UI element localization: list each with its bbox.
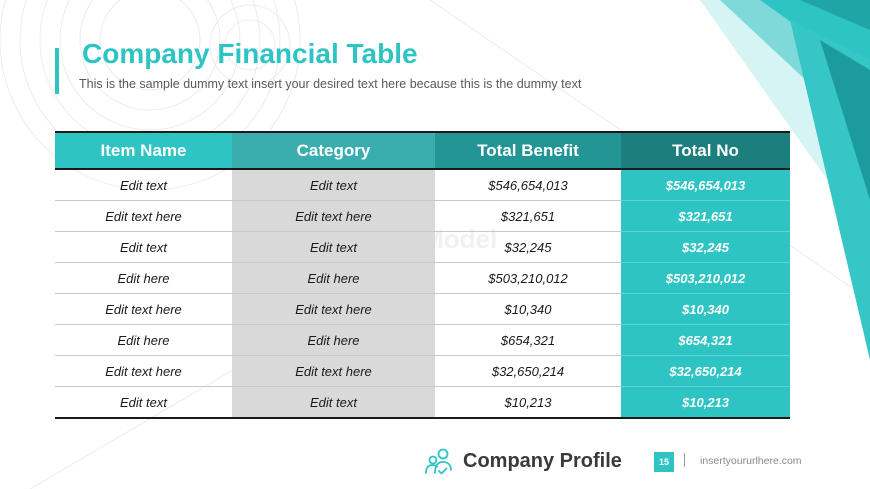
- financial-table: Item Name Category Total Benefit Total N…: [55, 131, 790, 419]
- cell-total-no: $503,210,012: [621, 262, 790, 294]
- cell-category: Edit here: [232, 324, 435, 356]
- cell-item-name: Edit text: [55, 169, 232, 201]
- table-row: Edit text here Edit text here $10,340 $1…: [55, 293, 790, 325]
- header-total-no: Total No: [621, 131, 790, 170]
- cell-total-benefit: $10,213: [435, 386, 621, 419]
- footer-brand: Company Profile: [463, 450, 622, 472]
- cell-category: Edit text: [232, 169, 435, 201]
- table-row: Edit text Edit text $10,213 $10,213: [55, 386, 790, 419]
- cell-total-benefit: $10,340: [435, 293, 621, 325]
- cell-total-benefit: $546,654,013: [435, 169, 621, 201]
- table-header-row: Item Name Category Total Benefit Total N…: [55, 131, 790, 170]
- footer-separator: [684, 453, 685, 467]
- cell-category: Edit text here: [232, 355, 435, 387]
- cell-total-no: $10,213: [621, 386, 790, 419]
- cell-total-benefit: $32,245: [435, 231, 621, 263]
- header-item-name: Item Name: [55, 131, 232, 170]
- cell-category: Edit text: [232, 231, 435, 263]
- cell-item-name: Edit text here: [55, 200, 232, 232]
- cell-item-name: Edit here: [55, 262, 232, 294]
- cell-total-no: $321,651: [621, 200, 790, 232]
- footer-url[interactable]: insertyoururlhere.com: [700, 455, 802, 467]
- table-row: Edit here Edit here $654,321 $654,321: [55, 324, 790, 356]
- cell-total-no: $10,340: [621, 293, 790, 325]
- cell-item-name: Edit text: [55, 386, 232, 419]
- cell-total-benefit: $503,210,012: [435, 262, 621, 294]
- header-category: Category: [232, 131, 435, 170]
- table-row: Edit text Edit text $32,245 $32,245: [55, 231, 790, 263]
- cell-total-no: $32,650,214: [621, 355, 790, 387]
- slide-subtitle: This is the sample dummy text insert you…: [79, 77, 582, 91]
- cell-total-no: $32,245: [621, 231, 790, 263]
- cell-item-name: Edit text: [55, 231, 232, 263]
- cell-category: Edit text here: [232, 200, 435, 232]
- table-row: Edit text Edit text $546,654,013 $546,65…: [55, 169, 790, 201]
- people-icon: [425, 448, 452, 475]
- cell-category: Edit here: [232, 262, 435, 294]
- cell-total-benefit: $321,651: [435, 200, 621, 232]
- cell-total-no: $546,654,013: [621, 169, 790, 201]
- table-row: Edit here Edit here $503,210,012 $503,21…: [55, 262, 790, 294]
- cell-category: Edit text here: [232, 293, 435, 325]
- cell-item-name: Edit text here: [55, 293, 232, 325]
- table-row: Edit text here Edit text here $321,651 $…: [55, 200, 790, 232]
- cell-total-benefit: $32,650,214: [435, 355, 621, 387]
- cell-total-no: $654,321: [621, 324, 790, 356]
- cell-total-benefit: $654,321: [435, 324, 621, 356]
- slide-title: Company Financial Table: [82, 38, 418, 69]
- title-accent-bar: [55, 48, 59, 94]
- cell-item-name: Edit here: [55, 324, 232, 356]
- page-number: 15: [654, 452, 674, 472]
- cell-category: Edit text: [232, 386, 435, 419]
- table-row: Edit text here Edit text here $32,650,21…: [55, 355, 790, 387]
- cell-item-name: Edit text here: [55, 355, 232, 387]
- header-total-benefit: Total Benefit: [435, 131, 621, 170]
